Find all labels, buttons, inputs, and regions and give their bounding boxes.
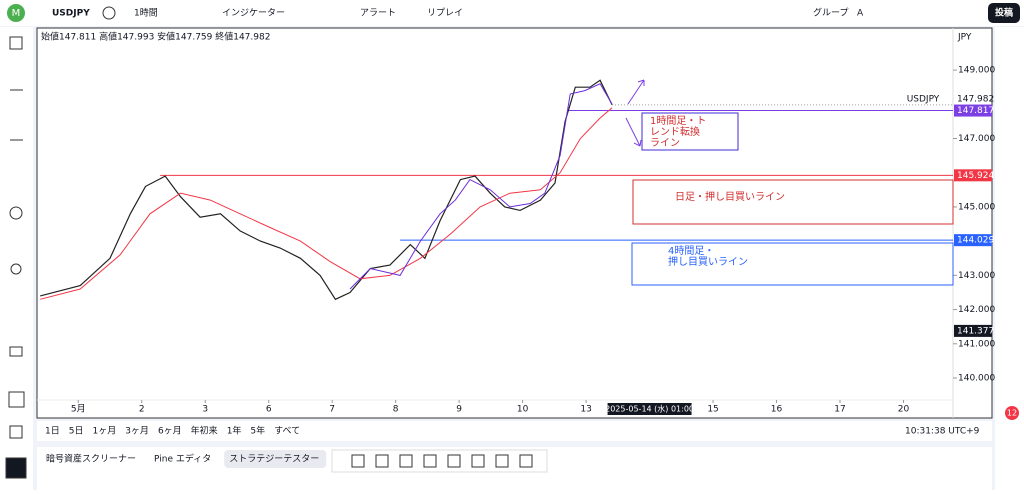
draw-tool[interactable] [447,454,461,468]
annotation-text: 日足・押し目買いライン [675,190,785,203]
level-tag [954,234,992,247]
last-price-label: 147.982 [957,94,994,104]
level-label: 145.924 [957,171,994,181]
currency[interactable]: JPY [957,33,972,43]
y-tick-label: 142.000 [958,305,995,315]
level-label: 147.817 [957,106,994,116]
annotation-text: 押し目買いライン [668,255,748,268]
badge-count: 12 [1007,409,1017,418]
x-tick-label: 17 [834,405,845,415]
draw-tool[interactable] [375,454,389,468]
publish-button[interactable] [988,3,1020,23]
range-button[interactable]: 1日 [45,426,60,437]
active-tab-bg [224,450,327,468]
left-icons [5,36,27,479]
compare-icon[interactable] [102,6,116,20]
range-button[interactable]: 5日 [69,426,84,437]
watchlist-star[interactable] [5,457,27,479]
trash-tool[interactable] [9,425,23,439]
x-tick-label: 7 [329,405,335,415]
panel-tab[interactable]: ストラテジーテスター [229,454,319,465]
bottom-bar [37,421,992,441]
y-tick-label: 145.000 [958,202,995,212]
range-button[interactable]: 1年 [227,425,242,437]
panel-tab[interactable]: Pine エディタ [154,453,211,465]
range-button[interactable]: 1ヶ月 [92,426,116,437]
group-letter[interactable]: A [857,9,864,19]
y-tick-label: 141.000 [958,339,995,349]
x-tick-label: 13 [580,405,591,415]
annotation-box [632,179,954,225]
x-tick-label: 5月 [71,404,86,415]
arrow-up [627,79,645,105]
y-tick-label: 149.000 [958,66,995,76]
annotation-text: 1時間足・ト [650,115,706,127]
chart-pane [36,27,993,419]
level-tag [954,104,992,117]
arrow-down [625,117,642,147]
emoji-tool[interactable] [9,206,23,220]
clock: 10:31:38 UTC+9 [905,427,980,437]
publish-label: 投稿 [995,7,1013,19]
draw-tool[interactable] [495,454,509,468]
y-tick-label: 140.000 [958,373,995,383]
ohlc: 始値147.811 高値147.993 安値147.759 終値147.982 [41,31,270,43]
draw-tool[interactable] [471,454,485,468]
left-toolbar [0,27,33,490]
crosshair-time-tag [607,403,692,415]
range-button[interactable]: 年初来 [191,425,218,437]
draw-tool[interactable] [399,454,413,468]
zoom-tool[interactable] [10,263,22,275]
annotation-text: ライン [650,137,680,149]
x-tick-label: 20 [898,405,910,415]
interval[interactable]: 1時間 [134,8,158,19]
range-button[interactable]: 5年 [250,425,265,437]
annotation-text: レンド転換 [650,126,700,138]
link-tool[interactable] [8,391,25,408]
avatar-letter: M [12,8,21,19]
annotation-box [641,112,739,151]
range-button[interactable]: すべて [274,426,300,437]
x-tick-label: 8 [393,405,399,415]
symbol[interactable]: USDJPY [52,9,90,19]
plot: 147.817 145.924 144.029 [40,79,994,301]
x-tick-label: 6 [266,405,272,415]
annotation-box [631,242,954,286]
replay[interactable]: リプレイ [427,8,463,19]
y-tick-label: 147.000 [958,134,995,144]
x-tick-label: 15 [707,405,718,415]
x-tick-label: 9 [456,405,462,415]
overlay-line [349,83,613,290]
draw-tool[interactable] [351,454,365,468]
cursor-icon[interactable] [9,36,23,50]
lock-tool[interactable] [9,346,23,357]
x-tick-label: 16 [771,405,783,415]
range-button[interactable]: 6ヶ月 [158,426,182,437]
draw-tool[interactable] [519,454,533,468]
crosshair-price: 141.377 [957,326,994,336]
top-toolbar [0,0,1024,26]
annotation-text: 4時間足・ [668,245,714,257]
draw-tool[interactable] [423,454,437,468]
crosshair-price-tag [954,324,992,337]
badge [1005,406,1019,420]
alert[interactable]: アラート [360,8,396,19]
crosshair-time: 2025-05-14 (水) 01:00 [605,404,694,414]
range-button[interactable]: 3ヶ月 [125,426,149,437]
x-tick-label: 3 [202,405,208,415]
y-tick-label: 143.000 [958,271,995,281]
right-sidebar [995,27,1024,490]
panel-tab[interactable]: 暗号資産スクリーナー [46,453,136,465]
indicators[interactable]: インジケーター [222,8,285,19]
x-tick-label: 2 [139,405,145,415]
last-price-name: USDJPY [907,94,940,104]
group[interactable]: グループ [813,7,848,19]
level-tag [954,169,992,182]
level-label: 144.029 [957,236,994,246]
x-tick-label: 10 [517,405,529,415]
avatar[interactable] [7,4,25,22]
